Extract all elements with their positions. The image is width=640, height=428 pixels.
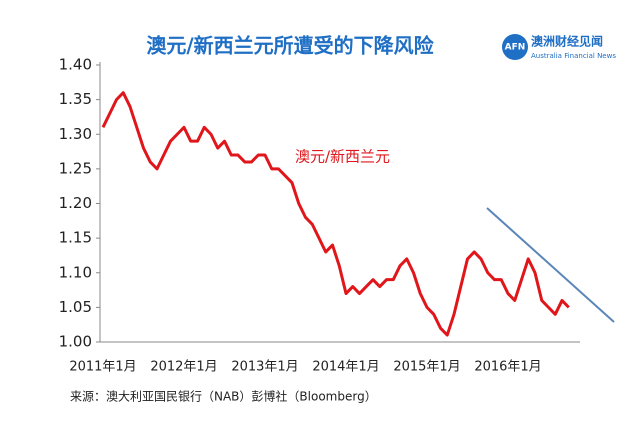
y-tick-label: 1.25 xyxy=(59,159,92,177)
x-tick-label: 2015年1月 xyxy=(393,360,460,375)
logo-circle xyxy=(502,34,528,60)
y-tick-label: 1.15 xyxy=(59,229,92,247)
logo-mark: AFN xyxy=(505,43,526,53)
y-tick-label: 1.05 xyxy=(59,298,92,316)
x-tick-label: 2016年1月 xyxy=(474,360,541,375)
series-line xyxy=(101,91,570,337)
y-tick-label: 1.35 xyxy=(59,90,92,108)
y-tick-label: 1.10 xyxy=(59,263,92,281)
logo-name: 澳洲财经见闻 xyxy=(531,34,603,49)
logo-subname: Australia Financial News xyxy=(531,52,616,60)
y-tick-label: 1.30 xyxy=(59,125,92,143)
x-tick-label: 2013年1月 xyxy=(231,360,298,375)
y-tick-label: 1.00 xyxy=(59,333,92,351)
x-tick-label: 2011年1月 xyxy=(69,360,136,375)
source-note: 来源：澳大利亚国民银行（NAB）彭博社（Bloomberg） xyxy=(70,389,377,404)
trend-line xyxy=(486,207,615,323)
y-tick-label: 1.40 xyxy=(59,56,92,74)
chart-title: 澳元/新西兰元所遭受的下降风险 xyxy=(146,34,434,58)
brand-logo: AFN 澳洲财经见闻 Australia Financial News xyxy=(502,34,616,60)
x-tick-label: 2014年1月 xyxy=(312,360,379,375)
series-label: 澳元/新西兰元 xyxy=(295,148,390,166)
y-tick-label: 1.20 xyxy=(59,194,92,212)
x-tick-label: 2012年1月 xyxy=(150,360,217,375)
